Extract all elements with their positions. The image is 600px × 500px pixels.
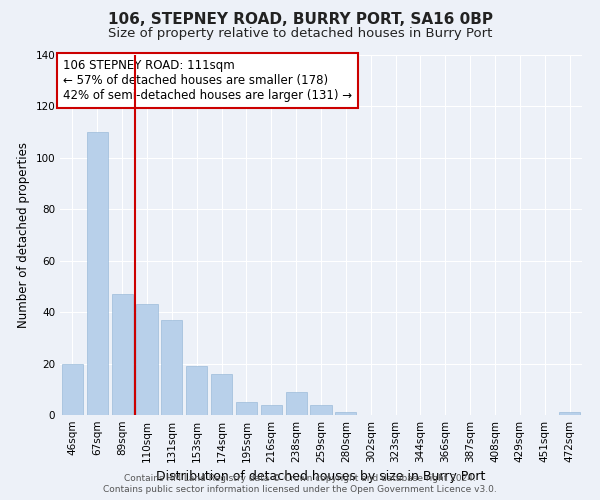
X-axis label: Distribution of detached houses by size in Burry Port: Distribution of detached houses by size … (157, 470, 485, 484)
Text: 106, STEPNEY ROAD, BURRY PORT, SA16 0BP: 106, STEPNEY ROAD, BURRY PORT, SA16 0BP (107, 12, 493, 28)
Y-axis label: Number of detached properties: Number of detached properties (17, 142, 30, 328)
Text: Size of property relative to detached houses in Burry Port: Size of property relative to detached ho… (108, 28, 492, 40)
Bar (87, 132, 108, 415)
Bar (161, 320, 182, 415)
Text: Contains HM Land Registry data © Crown copyright and database right 2024.
Contai: Contains HM Land Registry data © Crown c… (103, 474, 497, 494)
Text: 106 STEPNEY ROAD: 111sqm
← 57% of detached houses are smaller (178)
42% of semi-: 106 STEPNEY ROAD: 111sqm ← 57% of detach… (62, 58, 352, 102)
Bar (186, 366, 207, 415)
Bar (236, 402, 257, 415)
Bar (286, 392, 307, 415)
Bar (310, 404, 332, 415)
Bar (261, 404, 282, 415)
Bar (335, 412, 356, 415)
Bar (136, 304, 158, 415)
Bar (62, 364, 83, 415)
Bar (211, 374, 232, 415)
Bar (112, 294, 133, 415)
Bar (559, 412, 580, 415)
